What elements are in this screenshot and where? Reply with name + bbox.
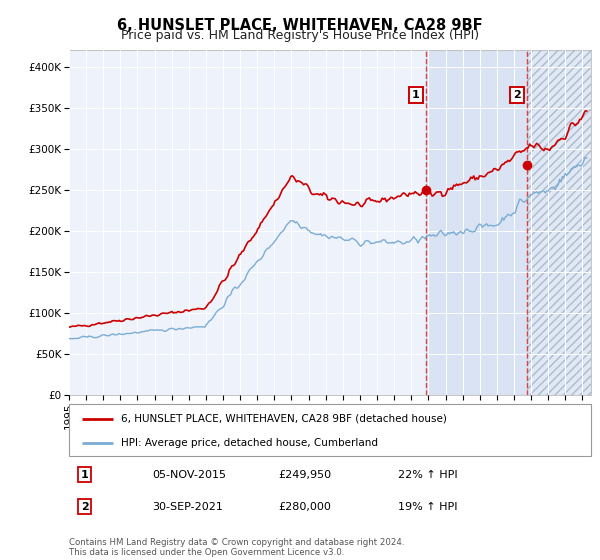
Text: 22% ↑ HPI: 22% ↑ HPI: [398, 470, 457, 479]
Text: Price paid vs. HM Land Registry's House Price Index (HPI): Price paid vs. HM Land Registry's House …: [121, 29, 479, 42]
Text: 1: 1: [81, 470, 89, 479]
Text: 2: 2: [81, 502, 89, 512]
Text: 6, HUNSLET PLACE, WHITEHAVEN, CA28 9BF (detached house): 6, HUNSLET PLACE, WHITEHAVEN, CA28 9BF (…: [121, 414, 447, 424]
Text: 05-NOV-2015: 05-NOV-2015: [152, 470, 227, 479]
Text: Contains HM Land Registry data © Crown copyright and database right 2024.
This d: Contains HM Land Registry data © Crown c…: [69, 538, 404, 557]
Text: 6, HUNSLET PLACE, WHITEHAVEN, CA28 9BF: 6, HUNSLET PLACE, WHITEHAVEN, CA28 9BF: [117, 18, 483, 33]
Bar: [527, 50, 591, 395]
Text: 1: 1: [412, 90, 419, 100]
Text: £249,950: £249,950: [278, 470, 331, 479]
Text: 19% ↑ HPI: 19% ↑ HPI: [398, 502, 457, 512]
Text: £280,000: £280,000: [278, 502, 331, 512]
Text: 30-SEP-2021: 30-SEP-2021: [152, 502, 223, 512]
Text: HPI: Average price, detached house, Cumberland: HPI: Average price, detached house, Cumb…: [121, 438, 378, 448]
Text: 2: 2: [513, 90, 521, 100]
FancyBboxPatch shape: [69, 404, 591, 456]
Bar: [425, 50, 527, 395]
Bar: [527, 50, 591, 395]
